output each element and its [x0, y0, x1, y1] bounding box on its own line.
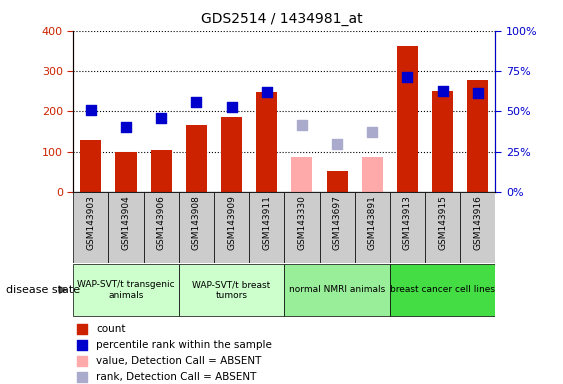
Point — [122, 124, 131, 131]
Bar — [179, 264, 284, 316]
Text: value, Detection Call = ABSENT: value, Detection Call = ABSENT — [96, 356, 262, 366]
Text: GSM143915: GSM143915 — [438, 195, 447, 250]
Text: rank, Detection Call = ABSENT: rank, Detection Call = ABSENT — [96, 372, 257, 382]
Text: GSM143916: GSM143916 — [473, 195, 482, 250]
Bar — [115, 152, 137, 192]
Bar — [73, 192, 108, 263]
Point — [368, 129, 377, 136]
Point — [77, 374, 86, 380]
Text: GSM143697: GSM143697 — [333, 195, 342, 250]
Text: GSM143911: GSM143911 — [262, 195, 271, 250]
Bar — [186, 125, 207, 192]
Bar — [284, 264, 390, 316]
Text: WAP-SVT/t breast
tumors: WAP-SVT/t breast tumors — [193, 280, 271, 300]
Point — [297, 122, 306, 128]
Point — [473, 90, 482, 96]
Point — [227, 104, 236, 111]
Bar — [432, 91, 453, 192]
Text: disease state: disease state — [6, 285, 80, 295]
Bar — [467, 80, 488, 192]
Bar — [214, 192, 249, 263]
Point — [192, 99, 201, 106]
Bar — [397, 46, 418, 192]
Bar — [221, 118, 242, 192]
Bar — [249, 192, 284, 263]
Bar — [327, 171, 347, 192]
Point — [77, 358, 86, 364]
Text: GSM143908: GSM143908 — [192, 195, 201, 250]
Point — [403, 74, 412, 81]
Text: count: count — [96, 324, 126, 334]
Bar — [292, 157, 312, 192]
Bar — [80, 141, 101, 192]
Text: GSM143891: GSM143891 — [368, 195, 377, 250]
Bar — [73, 264, 179, 316]
Bar — [362, 157, 383, 192]
Text: percentile rank within the sample: percentile rank within the sample — [96, 340, 272, 350]
Point — [86, 107, 95, 113]
Text: GSM143906: GSM143906 — [157, 195, 166, 250]
Point — [262, 89, 271, 95]
Bar — [320, 192, 355, 263]
Bar — [151, 150, 172, 192]
Text: GSM143909: GSM143909 — [227, 195, 236, 250]
Text: GDS2514 / 1434981_at: GDS2514 / 1434981_at — [200, 12, 363, 25]
Bar — [108, 192, 144, 263]
Bar — [425, 192, 461, 263]
Bar — [461, 192, 495, 263]
Text: WAP-SVT/t transgenic
animals: WAP-SVT/t transgenic animals — [77, 280, 175, 300]
Bar — [390, 192, 425, 263]
Text: GSM143913: GSM143913 — [403, 195, 412, 250]
Point — [77, 342, 86, 348]
Point — [157, 115, 166, 121]
Bar — [256, 92, 277, 192]
Bar — [179, 192, 214, 263]
Bar — [144, 192, 179, 263]
Bar — [284, 192, 320, 263]
Text: normal NMRI animals: normal NMRI animals — [289, 285, 385, 295]
Bar — [390, 264, 495, 316]
Text: breast cancer cell lines: breast cancer cell lines — [390, 285, 495, 295]
Point — [333, 141, 342, 147]
Point — [77, 326, 86, 332]
Text: GSM143330: GSM143330 — [297, 195, 306, 250]
Text: GSM143904: GSM143904 — [122, 195, 131, 250]
Point — [438, 88, 447, 94]
Bar — [355, 192, 390, 263]
Text: GSM143903: GSM143903 — [86, 195, 95, 250]
